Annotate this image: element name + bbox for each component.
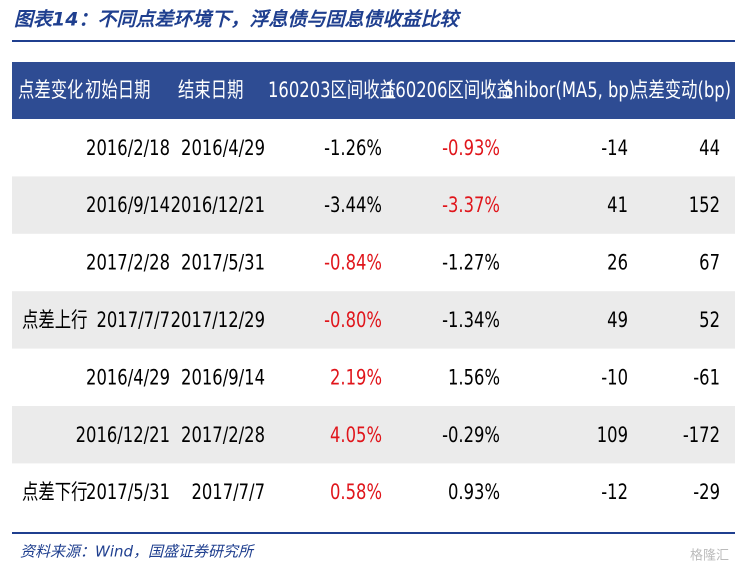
cell: -3.44%: [324, 194, 382, 217]
cell: -61: [693, 367, 720, 390]
cell: 2.19%: [330, 367, 382, 390]
cell: -12: [601, 481, 628, 504]
source: 资料来源：Wind，国盛证券研究所: [20, 543, 255, 561]
cell: -14: [601, 137, 628, 160]
row-bg: [12, 176, 735, 234]
group-label: 点差下行: [22, 480, 88, 505]
cell: -0.29%: [442, 424, 500, 447]
row-bg: [12, 406, 735, 464]
watermark: 格隆汇: [690, 548, 729, 564]
cell: 0.58%: [330, 481, 382, 504]
cell: 49: [607, 309, 628, 332]
cell: 2016/9/14: [181, 367, 265, 390]
cell: 2016/2/18: [86, 137, 170, 160]
cell: 2016/4/29: [181, 137, 265, 160]
cell: 2017/7/7: [191, 481, 265, 504]
cell: -3.37%: [442, 194, 500, 217]
header-bg: [12, 62, 735, 119]
cell: 41: [607, 194, 628, 217]
cell: 52: [699, 309, 720, 332]
cell: 2016/4/29: [86, 367, 170, 390]
cell: 0.93%: [448, 481, 500, 504]
group-label: 点差上行: [22, 308, 88, 333]
cell: 2017/5/31: [181, 252, 265, 275]
cell: 2016/9/14: [86, 194, 170, 217]
cell: 67: [699, 252, 720, 275]
cell: 2017/2/28: [86, 252, 170, 275]
header-cell: Shibor(MA5, bp): [503, 79, 635, 102]
cell: 26: [607, 252, 628, 275]
header-cell: 点差变动(bp): [632, 78, 731, 103]
cell: -1.34%: [442, 309, 500, 332]
cell: 2017/5/31: [86, 481, 170, 504]
cell: 152: [689, 194, 720, 217]
cell: 4.05%: [330, 424, 382, 447]
cell: 2016/12/21: [171, 194, 265, 217]
header-cell: 初始日期: [85, 78, 151, 103]
cell: 44: [699, 137, 720, 160]
title: 图表14：不同点差环境下，浮息债与固息债收益比较: [14, 9, 461, 31]
header-cell: 点差变化: [18, 78, 84, 103]
cell: -10: [601, 367, 628, 390]
cell: 2016/12/21: [76, 424, 170, 447]
cell: -0.80%: [324, 309, 382, 332]
cell: -1.26%: [324, 137, 382, 160]
cell: -29: [693, 481, 720, 504]
cell: 2017/12/29: [171, 309, 265, 332]
header-cell: 160203区间收益: [268, 78, 396, 103]
cell: 109: [597, 424, 628, 447]
header-cell: 160206区间收益: [385, 78, 513, 103]
header-cell: 结束日期: [178, 78, 244, 103]
cell: -0.93%: [442, 137, 500, 160]
cell: 2017/2/28: [181, 424, 265, 447]
cell: 2017/7/7: [96, 309, 170, 332]
cell: 1.56%: [448, 367, 500, 390]
row-bg: [12, 291, 735, 349]
cell: -1.27%: [442, 252, 500, 275]
cell: -0.84%: [324, 252, 382, 275]
cell: -172: [683, 424, 720, 447]
